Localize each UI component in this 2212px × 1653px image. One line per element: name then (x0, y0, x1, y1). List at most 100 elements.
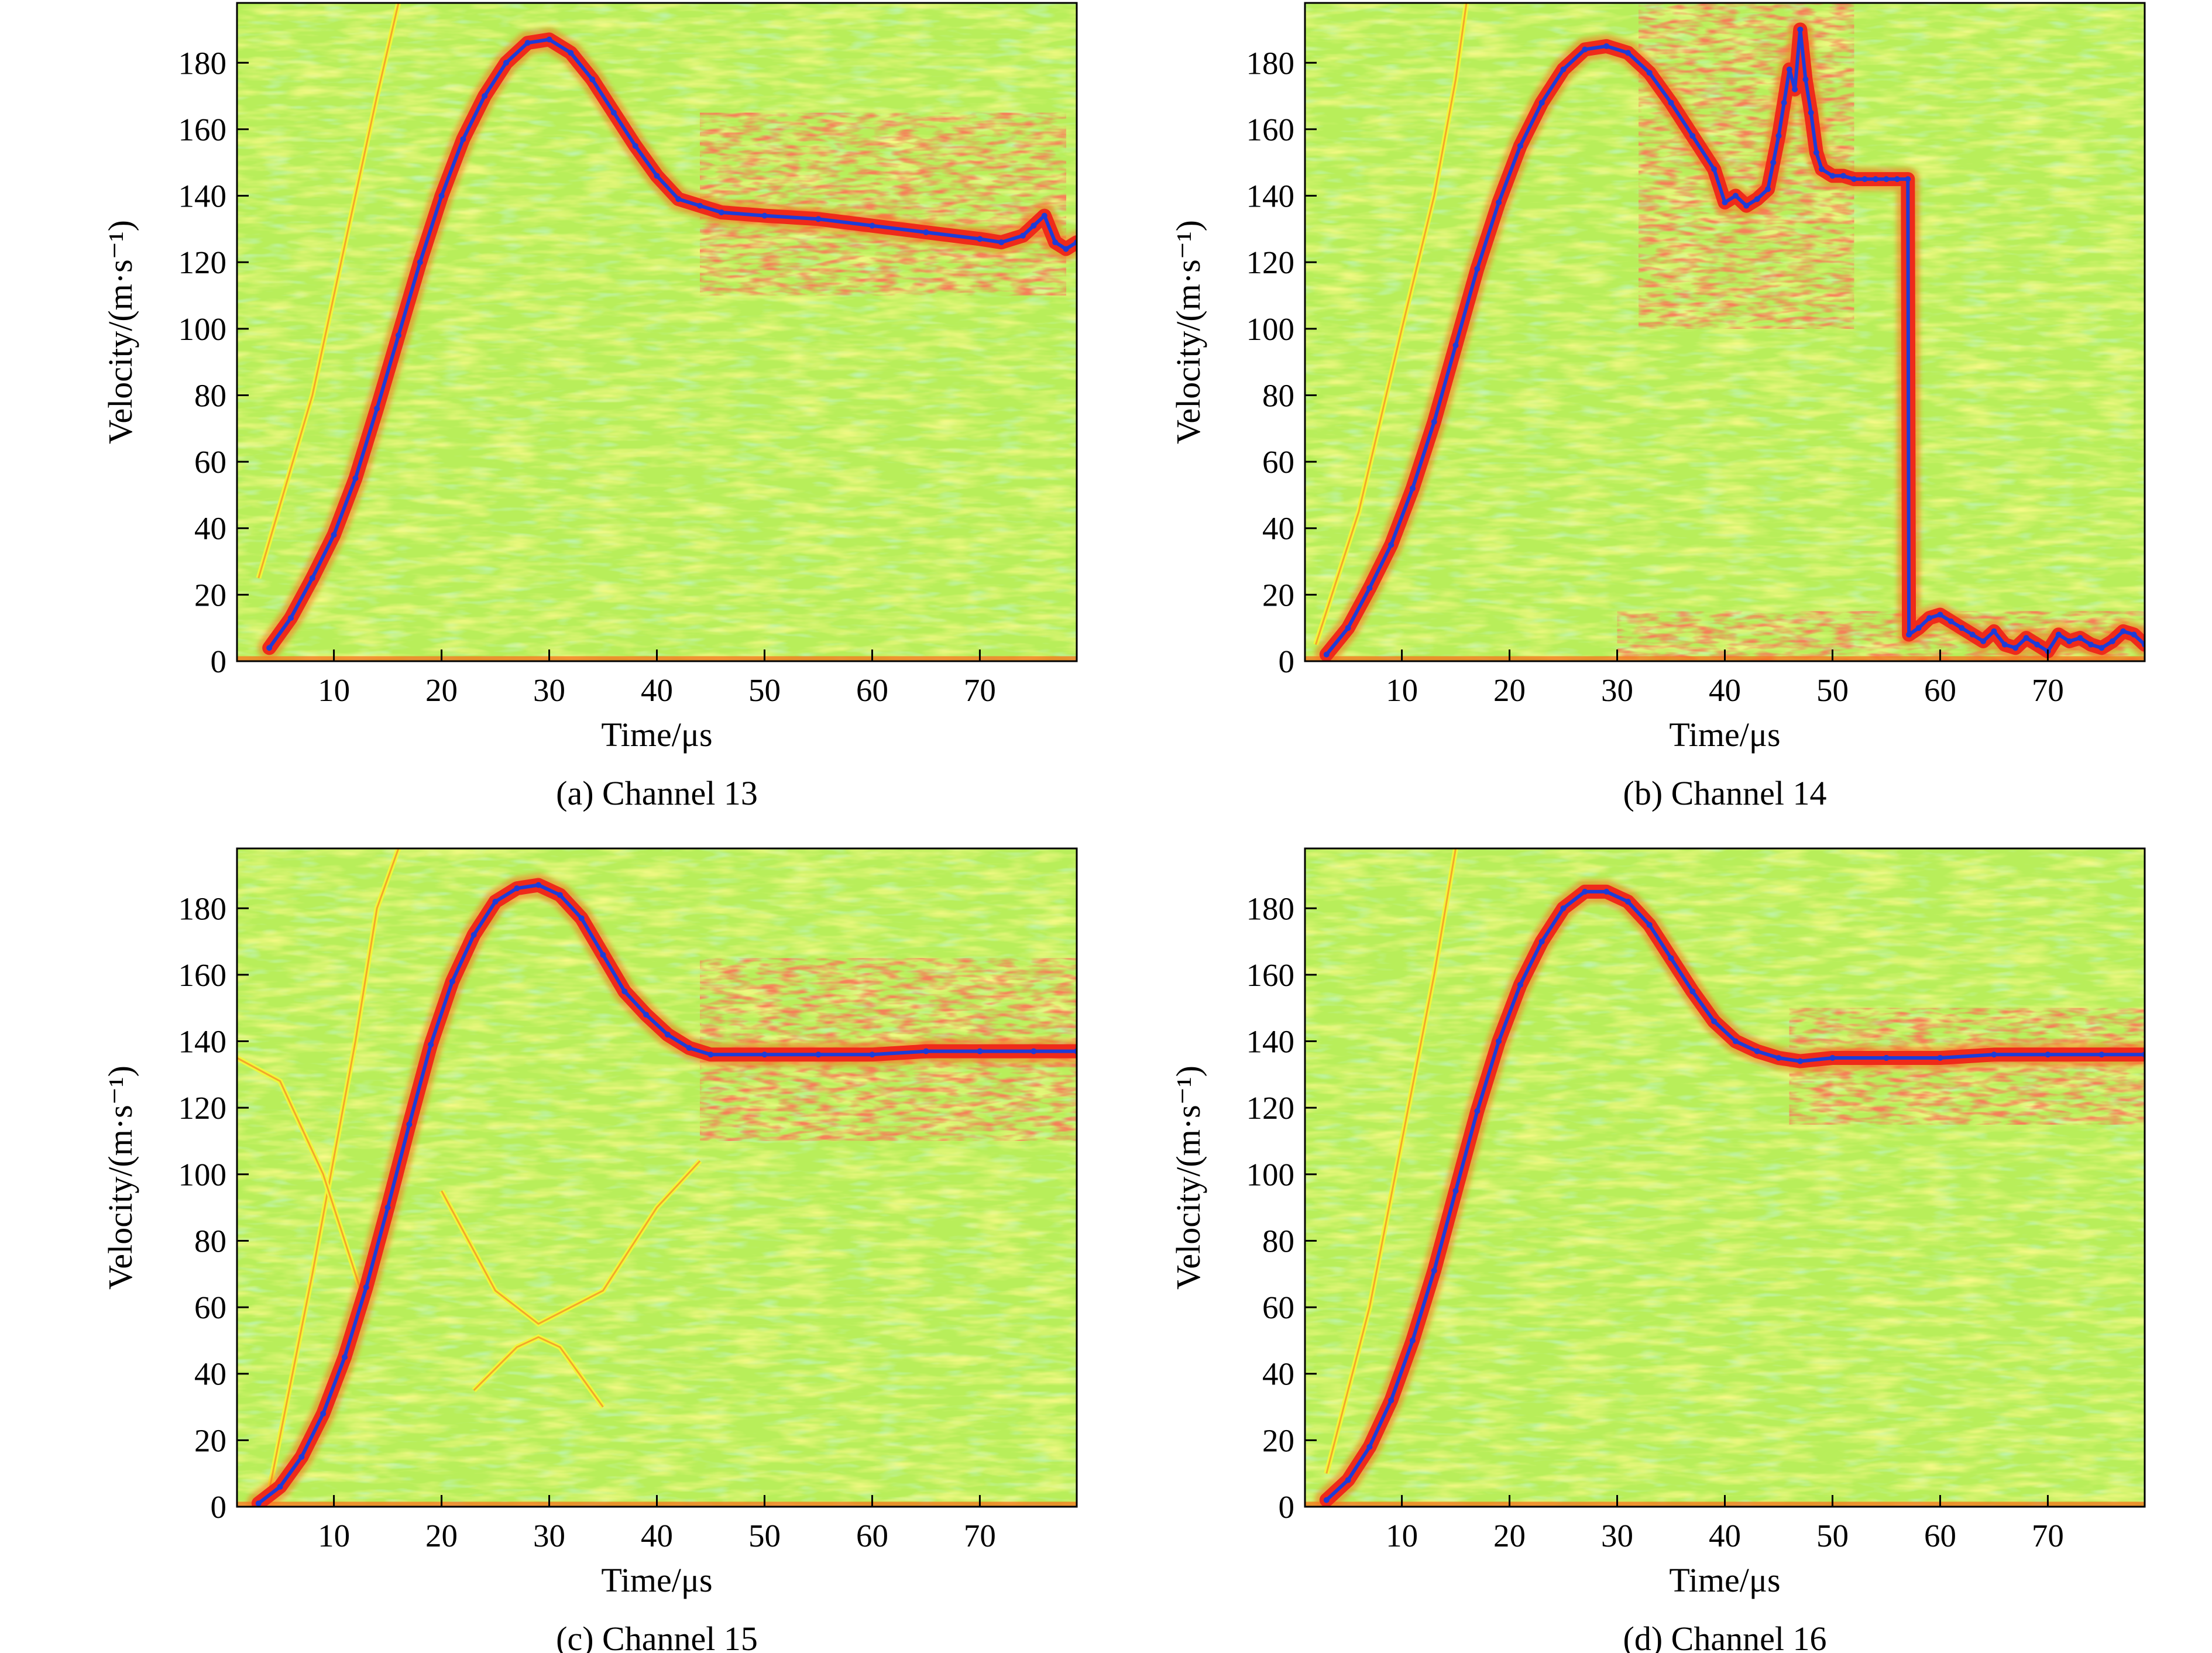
velocity-point (1646, 922, 1653, 928)
velocity-point (1431, 1267, 1437, 1274)
y-tick-label: 100 (178, 311, 227, 347)
y-tick-label: 120 (178, 245, 227, 280)
velocity-point (266, 645, 273, 651)
velocity-point (2001, 641, 2008, 648)
velocity-point (2055, 631, 2062, 638)
velocity-point (1624, 50, 1631, 56)
velocity-point (1732, 1038, 1739, 1044)
velocity-point (1959, 625, 1965, 631)
velocity-point (1538, 939, 1545, 945)
y-tick-label: 20 (1262, 577, 1294, 613)
velocity-point (298, 1453, 305, 1460)
velocity-point (255, 1500, 262, 1507)
x-tick-label: 70 (964, 1518, 996, 1554)
y-axis-label: Velocity/(m·s⁻¹) (101, 1066, 139, 1290)
y-tick-label: 160 (178, 112, 227, 147)
y-tick-label: 40 (194, 1356, 226, 1392)
side-band-core-4 (473, 1336, 604, 1408)
velocity-point (2012, 645, 2019, 651)
x-axis-label: Time/μs (601, 716, 712, 754)
y-tick-label: 0 (1279, 1489, 1295, 1525)
velocity-point (1937, 611, 1943, 618)
velocity-point (1754, 196, 1760, 202)
y-tick-label: 80 (194, 377, 226, 413)
velocity-point (1409, 485, 1416, 492)
velocity-point (977, 236, 983, 242)
spectrogram-area (1305, 3, 2145, 661)
y-tick-label: 0 (1279, 644, 1295, 679)
y-axis-label: Velocity/(m·s⁻¹) (1169, 1066, 1207, 1290)
y-tick-label: 140 (1246, 1024, 1295, 1060)
velocity-point (1797, 1058, 1804, 1064)
y-tick-label: 100 (1246, 1157, 1295, 1193)
velocity-point (1041, 212, 1047, 219)
velocity-point (707, 1051, 714, 1058)
velocity-point (610, 109, 617, 116)
velocity-point (1020, 232, 1026, 239)
velocity-point (363, 1284, 369, 1290)
y-tick-label: 80 (1262, 377, 1294, 413)
velocity-point (1786, 66, 1792, 73)
velocity-point (1689, 988, 1696, 995)
x-tick-label: 10 (318, 672, 350, 708)
velocity-point (654, 173, 660, 179)
velocity-point (815, 1051, 822, 1058)
x-tick-label: 70 (2032, 1518, 2064, 1554)
velocity-point (557, 892, 563, 898)
velocity-point (761, 1051, 768, 1058)
y-tick-label: 60 (194, 444, 226, 480)
velocity-point (1781, 99, 1787, 106)
velocity-point (470, 932, 477, 938)
x-tick-label: 30 (1601, 1518, 1633, 1554)
x-tick-label: 60 (856, 1518, 888, 1554)
y-tick-label: 160 (1246, 957, 1295, 993)
velocity-point (1323, 651, 1330, 658)
velocity-point (1409, 1337, 1416, 1343)
velocity-point (1775, 1054, 1782, 1061)
velocity-point (1991, 1051, 1997, 1058)
velocity-point (309, 575, 315, 581)
y-tick-label: 180 (1246, 45, 1295, 81)
x-tick-label: 70 (964, 672, 996, 708)
x-axis-label: Time/μs (1669, 716, 1780, 754)
chart-panel-1: 0 20 40 60 80 100 120 140 160 180 10 20 30 40 50 60 70 Ti… (101, 2, 1078, 812)
x-tick-label: 70 (2032, 672, 2064, 708)
velocity-point (1031, 222, 1037, 229)
velocity-point (1722, 199, 1728, 205)
velocity-point (1883, 176, 1890, 183)
velocity-point (1582, 888, 1588, 895)
velocity-point (1388, 1397, 1394, 1404)
y-tick-label: 60 (1262, 1290, 1294, 1325)
x-tick-label: 60 (856, 672, 888, 708)
velocity-point (1915, 625, 1922, 631)
y-tick-label: 160 (1246, 112, 1295, 147)
velocity-point (1063, 246, 1069, 252)
velocity-point (1388, 542, 1394, 548)
x-tick-label: 20 (1493, 672, 1526, 708)
y-tick-label: 100 (1246, 311, 1295, 347)
chart-panel-3: 0 20 40 60 80 100 120 140 160 180 10 20 30 40 50 60 70 Ti… (101, 847, 1078, 1653)
velocity-point (524, 40, 531, 46)
velocity-point (1496, 1038, 1502, 1044)
velocity-point (1969, 631, 1976, 638)
velocity-point (514, 885, 520, 892)
velocity-point (1517, 981, 1523, 988)
y-tick-label: 20 (194, 577, 226, 613)
velocity-point (1031, 1048, 1037, 1054)
velocity-point (568, 50, 574, 56)
x-tick-label: 40 (641, 1518, 673, 1554)
side-band-core-1 (268, 848, 400, 1490)
velocity-point (1797, 26, 1804, 33)
velocity-point (632, 143, 638, 149)
velocity-point (2066, 638, 2073, 644)
x-tick-label: 50 (748, 1518, 781, 1554)
velocity-point (1991, 628, 1997, 634)
velocity-point (2077, 635, 2083, 641)
velocity-point (2120, 628, 2127, 634)
x-tick-label: 10 (318, 1518, 350, 1554)
velocity-point (761, 212, 768, 219)
velocity-point (1582, 46, 1588, 53)
velocity-point (2034, 641, 2041, 648)
y-tick-label: 0 (211, 1489, 227, 1525)
velocity-point (621, 988, 628, 995)
